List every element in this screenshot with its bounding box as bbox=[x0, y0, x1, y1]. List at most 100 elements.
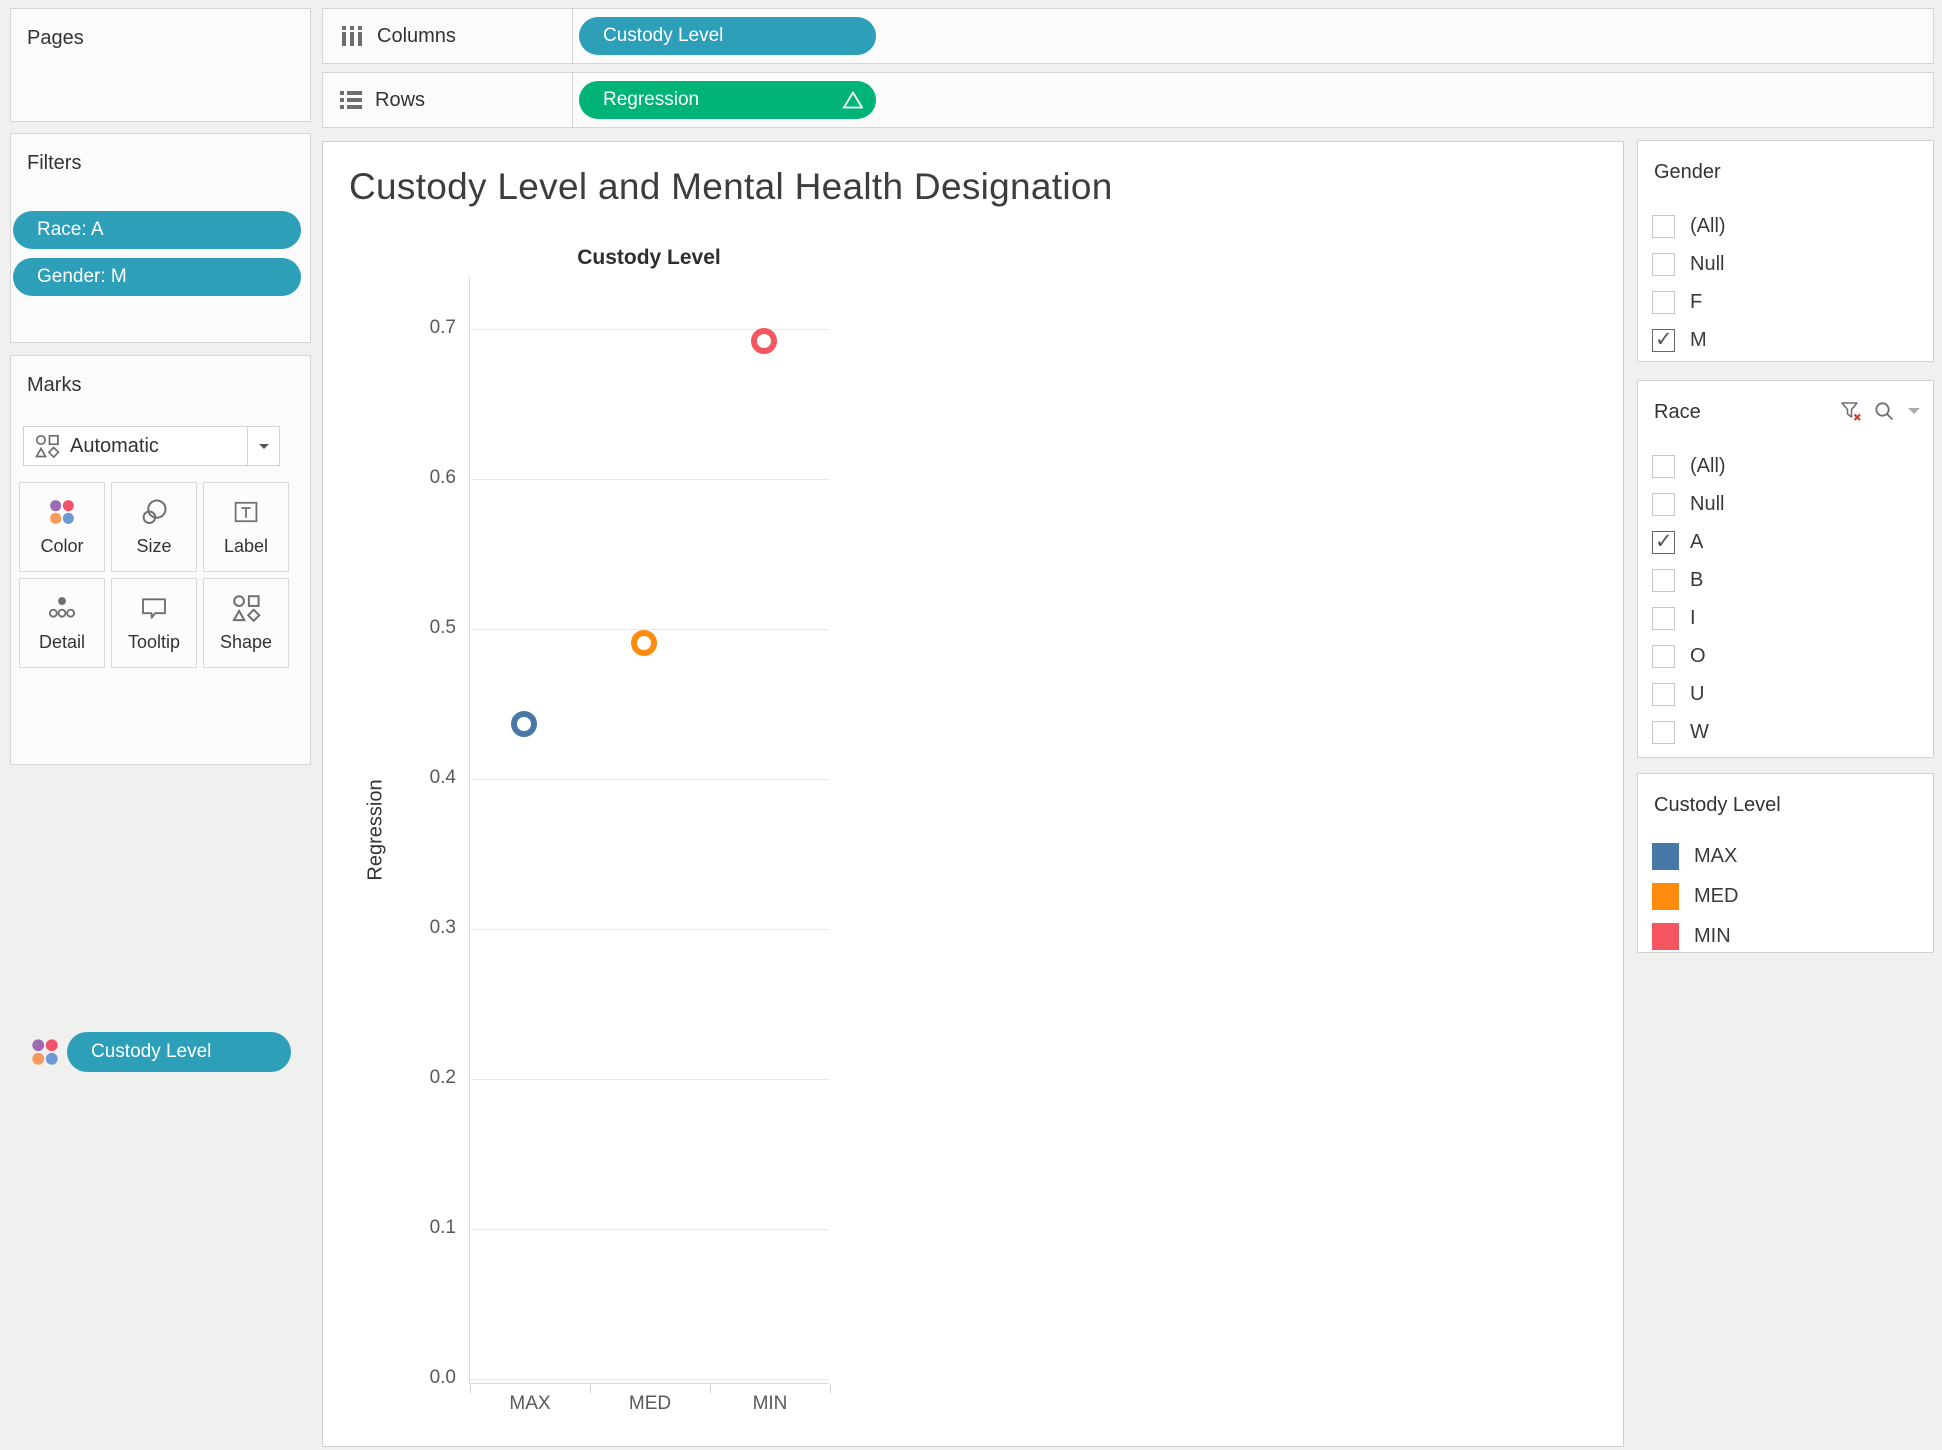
marks-card[interactable]: Marks Automatic Color bbox=[10, 355, 311, 765]
race-option-all[interactable]: (All) bbox=[1638, 447, 1933, 485]
pill-regression-rows[interactable]: Regression bbox=[579, 81, 876, 119]
pill-label: Custody Level bbox=[91, 1041, 211, 1063]
shape-set-icon bbox=[34, 433, 60, 459]
gender-option-null[interactable]: Null bbox=[1638, 245, 1933, 283]
checkbox-label: W bbox=[1690, 721, 1709, 744]
gridline bbox=[470, 1229, 829, 1230]
checkbox[interactable] bbox=[1652, 215, 1675, 238]
size-button[interactable]: Size bbox=[111, 482, 197, 572]
y-axis-tick-label: 0.3 bbox=[394, 917, 456, 939]
gender-filter-card[interactable]: Gender (All) Null F M bbox=[1637, 140, 1934, 362]
checkbox-label: M bbox=[1690, 329, 1707, 352]
size-circles-icon bbox=[139, 497, 169, 527]
columns-shelf-body[interactable]: Custody Level bbox=[573, 9, 1933, 63]
race-option-i[interactable]: I bbox=[1638, 599, 1933, 637]
rows-shelf[interactable]: Rows Regression bbox=[322, 72, 1934, 128]
detail-button[interactable]: Detail bbox=[19, 578, 105, 668]
legend-label: MAX bbox=[1694, 845, 1737, 868]
gridline bbox=[470, 329, 829, 330]
legend-swatch bbox=[1652, 843, 1679, 870]
checkbox[interactable] bbox=[1652, 721, 1675, 744]
filter-pill-gender[interactable]: Gender: M bbox=[13, 258, 301, 296]
detail-button-label: Detail bbox=[39, 632, 85, 653]
gender-option-f[interactable]: F bbox=[1638, 283, 1933, 321]
plot-area[interactable]: 0.00.10.20.30.40.50.60.7MAXMEDMIN bbox=[469, 277, 829, 1384]
y-axis-tick-label: 0.2 bbox=[394, 1067, 456, 1089]
rows-shelf-body[interactable]: Regression bbox=[573, 73, 1933, 127]
race-option-a[interactable]: A bbox=[1638, 523, 1933, 561]
gender-option-m[interactable]: M bbox=[1638, 321, 1933, 359]
filters-shelf[interactable]: Filters Race: A Gender: M bbox=[10, 133, 311, 343]
checkbox-label: (All) bbox=[1690, 215, 1726, 238]
caret-down-icon bbox=[256, 438, 272, 454]
checkbox[interactable] bbox=[1652, 607, 1675, 630]
data-point-min[interactable] bbox=[751, 328, 777, 354]
shape-button[interactable]: Shape bbox=[203, 578, 289, 668]
columns-shelf-icon bbox=[339, 25, 365, 47]
mark-type-value: Automatic bbox=[70, 435, 159, 458]
race-option-b[interactable]: B bbox=[1638, 561, 1933, 599]
label-t-icon bbox=[231, 497, 261, 527]
caret-down-icon[interactable] bbox=[1905, 402, 1923, 420]
data-point-max[interactable] bbox=[511, 711, 537, 737]
mark-type-select[interactable]: Automatic bbox=[23, 426, 280, 466]
x-axis-tick-label: MIN bbox=[715, 1393, 825, 1415]
race-option-o[interactable]: O bbox=[1638, 637, 1933, 675]
checkbox[interactable] bbox=[1652, 329, 1675, 352]
legend-item-med[interactable]: MED bbox=[1638, 876, 1933, 916]
gridline bbox=[470, 479, 829, 480]
race-option-w[interactable]: W bbox=[1638, 713, 1933, 751]
checkbox-label: O bbox=[1690, 645, 1706, 668]
pill-custody-level-columns[interactable]: Custody Level bbox=[579, 17, 876, 55]
columns-shelf[interactable]: Columns Custody Level bbox=[322, 8, 1934, 64]
column-field-label: Custody Level bbox=[469, 246, 829, 270]
search-icon[interactable] bbox=[1872, 399, 1896, 423]
custody-level-legend-card[interactable]: Custody Level MAX MED MIN bbox=[1637, 773, 1934, 953]
mark-type-dropdown-button[interactable] bbox=[247, 427, 279, 465]
checkbox[interactable] bbox=[1652, 645, 1675, 668]
gridline bbox=[470, 1079, 829, 1080]
pages-shelf-title: Pages bbox=[11, 9, 310, 50]
legend-swatch bbox=[1652, 883, 1679, 910]
color-dots-icon bbox=[47, 497, 77, 527]
pill-custody-level-color[interactable]: Custody Level bbox=[67, 1032, 291, 1072]
label-button-label: Label bbox=[224, 536, 268, 557]
checkbox-label: Null bbox=[1690, 253, 1724, 276]
legend-label: MIN bbox=[1694, 925, 1731, 948]
gender-option-all[interactable]: (All) bbox=[1638, 207, 1933, 245]
pages-shelf[interactable]: Pages bbox=[10, 8, 311, 122]
race-option-u[interactable]: U bbox=[1638, 675, 1933, 713]
exclude-filter-icon[interactable] bbox=[1839, 399, 1863, 423]
filter-pill-label: Race: A bbox=[37, 219, 104, 241]
race-filter-card[interactable]: Race (All) Null A B I O U bbox=[1637, 380, 1934, 758]
checkbox[interactable] bbox=[1652, 493, 1675, 516]
color-button[interactable]: Color bbox=[19, 482, 105, 572]
gridline bbox=[470, 779, 829, 780]
checkbox[interactable] bbox=[1652, 253, 1675, 276]
rows-shelf-label: Rows bbox=[375, 89, 425, 112]
filter-pill-race[interactable]: Race: A bbox=[13, 211, 301, 249]
checkbox[interactable] bbox=[1652, 291, 1675, 314]
checkbox-label: U bbox=[1690, 683, 1704, 706]
checkbox[interactable] bbox=[1652, 683, 1675, 706]
gridline bbox=[470, 929, 829, 930]
x-axis-tick-label: MAX bbox=[475, 1393, 585, 1415]
checkbox[interactable] bbox=[1652, 569, 1675, 592]
checkbox-label: I bbox=[1690, 607, 1696, 630]
checkbox-label: A bbox=[1690, 531, 1703, 554]
data-point-med[interactable] bbox=[631, 630, 657, 656]
race-option-null[interactable]: Null bbox=[1638, 485, 1933, 523]
filter-pill-label: Gender: M bbox=[37, 266, 127, 288]
columns-shelf-label: Columns bbox=[377, 25, 456, 48]
y-axis-tick-label: 0.5 bbox=[394, 617, 456, 639]
legend-item-max[interactable]: MAX bbox=[1638, 836, 1933, 876]
gridline bbox=[470, 1379, 829, 1380]
legend-item-min[interactable]: MIN bbox=[1638, 916, 1933, 956]
checkbox[interactable] bbox=[1652, 531, 1675, 554]
checkbox-label: F bbox=[1690, 291, 1702, 314]
worksheet-view[interactable]: Custody Level and Mental Health Designat… bbox=[322, 141, 1624, 1447]
label-button[interactable]: Label bbox=[203, 482, 289, 572]
checkbox[interactable] bbox=[1652, 455, 1675, 478]
tooltip-button[interactable]: Tooltip bbox=[111, 578, 197, 668]
checkbox-label: (All) bbox=[1690, 455, 1726, 478]
